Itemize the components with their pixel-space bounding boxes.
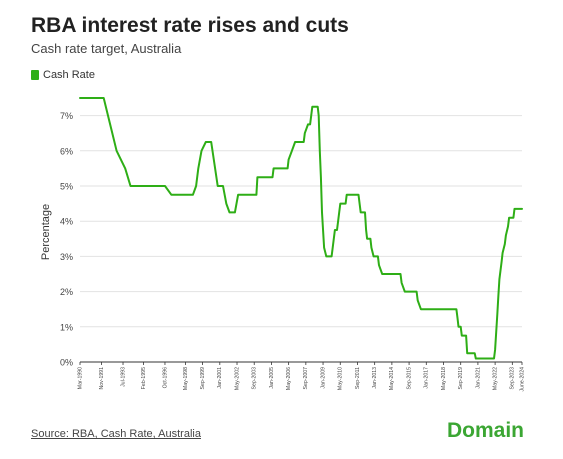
y-tick-label: 2%	[60, 287, 73, 297]
x-tick-label: Jan-2021	[475, 367, 481, 389]
y-tick-label: 5%	[60, 182, 73, 192]
legend-label[interactable]: Cash Rate	[43, 69, 95, 81]
legend-swatch	[31, 70, 39, 80]
x-tick-label: May-2002	[234, 367, 240, 390]
x-tick-label: Feb-1995	[141, 367, 147, 389]
x-tick-label: Jan-2005	[269, 367, 275, 389]
y-tick-label: 6%	[60, 146, 73, 156]
chart-title: RBA interest rate rises and cuts	[31, 14, 349, 37]
grid-lines	[80, 115, 522, 328]
x-tick-label: Sep-2003	[252, 367, 258, 390]
y-tick-label: 7%	[60, 111, 73, 121]
x-tick-label: Jan-2017	[424, 367, 430, 389]
y-tick-labels: 0% 1% 2% 3% 4% 5% 6% 7%	[60, 111, 73, 367]
x-tick-label: Jan-2013	[372, 367, 378, 389]
x-tick-label: May-2018	[441, 367, 447, 390]
x-tick-label: Jan-2009	[320, 367, 326, 389]
x-tick-label: Mar-1990	[77, 367, 83, 389]
x-tick-labels: Mar-1990 Nov-1991 Jul-1993 Feb-1995 Oct-1996…	[77, 367, 525, 392]
x-tick-label: Sep-2011	[355, 367, 361, 389]
x-tick-label: May-2014	[389, 367, 395, 390]
x-tick-label: Sep-2023	[510, 367, 516, 390]
source-link[interactable]: Source: RBA, Cash Rate, Australia	[31, 428, 201, 440]
series-layer	[79, 97, 523, 360]
x-tick-label: Nov-1991	[99, 367, 105, 390]
cash-rate-line	[79, 97, 523, 360]
x-tick-label: June-2024	[519, 367, 525, 392]
x-tick-label: May-2022	[492, 367, 498, 390]
axes	[79, 361, 523, 365]
x-tick-label: Sep-1999	[200, 367, 206, 390]
y-tick-label: 4%	[60, 217, 73, 227]
x-tick-label: Sep-2015	[406, 367, 412, 390]
x-tick-label: Oct-1996	[162, 367, 168, 388]
y-tick-label: 3%	[60, 252, 73, 262]
x-tick-label: Sep-2019	[458, 367, 464, 390]
brand-logo: Domain	[447, 419, 525, 442]
chart-subtitle: Cash rate target, Australia	[31, 41, 182, 56]
x-tick-label: May-1998	[183, 367, 189, 390]
x-tick-label: Jan-2001	[217, 367, 223, 389]
y-tick-label: 0%	[60, 358, 73, 368]
legend: Cash Rate	[31, 69, 95, 81]
x-tick-label: Sep-2007	[303, 367, 309, 390]
x-tick-label: Jul-1993	[120, 367, 126, 387]
x-tick-label: May-2010	[338, 367, 344, 390]
x-tick-label: May-2006	[286, 367, 292, 390]
y-tick-label: 1%	[60, 322, 73, 332]
